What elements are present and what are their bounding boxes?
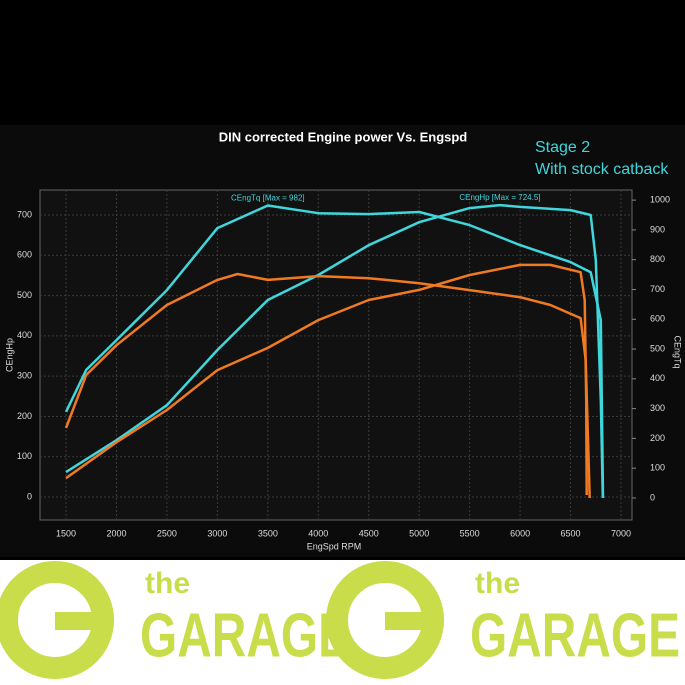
y2-tick-label: 100 (650, 463, 665, 473)
x-tick-label: 4500 (359, 528, 379, 538)
y-tick-label: 400 (17, 330, 32, 340)
series-label: CEngHp [Max = 724.5] (459, 193, 540, 202)
series-line (65, 263, 588, 496)
x-tick-label: 3500 (258, 528, 278, 538)
y2-axis-label: CEngTq (673, 335, 683, 368)
series-line (64, 272, 591, 499)
x-tick-label: 1500 (56, 528, 76, 538)
logo-bar (55, 612, 110, 630)
x-tick-label: 7000 (611, 528, 631, 538)
y2-tick-label: 400 (650, 373, 665, 383)
series-line (64, 204, 605, 499)
logo-big: GARAGE (470, 601, 680, 670)
y2-tick-label: 0 (650, 492, 655, 502)
y2-tick-label: 1000 (650, 195, 670, 205)
y-tick-label: 500 (17, 290, 32, 300)
series-label: CEngTq [Max = 982] (231, 194, 305, 203)
y2-tick-label: 500 (650, 343, 665, 353)
annotation: With stock catback (535, 161, 669, 178)
logo: the GARAGE (326, 561, 680, 679)
logo-small: the (145, 567, 190, 600)
x-tick-label: 6000 (510, 528, 530, 538)
x-axis-label: EngSpd RPM (307, 541, 362, 551)
y2-tick-label: 600 (650, 314, 665, 324)
annotation: Stage 2 (535, 139, 590, 156)
logo-bar (385, 612, 440, 630)
y2-tick-label: 900 (650, 224, 665, 234)
y-tick-label: 100 (17, 451, 32, 461)
logo: the GARAGE (0, 561, 350, 679)
series-line (65, 203, 605, 498)
y2-tick-label: 200 (650, 433, 665, 443)
chart-title: DIN corrected Engine power Vs. Engspd (219, 129, 468, 144)
x-tick-label: 6500 (561, 528, 581, 538)
y-tick-label: 700 (17, 209, 32, 219)
logo-small: the (475, 567, 520, 600)
x-tick-label: 5000 (409, 528, 429, 538)
plot-area (39, 189, 633, 521)
x-tick-label: 3000 (207, 528, 227, 538)
x-tick-label: 5500 (460, 528, 480, 538)
y2-tick-label: 300 (650, 403, 665, 413)
x-tick-label: 2000 (106, 528, 126, 538)
y-tick-label: 300 (17, 371, 32, 381)
x-tick-label: 2500 (157, 528, 177, 538)
y-tick-label: 0 (27, 491, 32, 501)
y-tick-label: 600 (17, 250, 32, 260)
logo-big: GARAGE (140, 601, 350, 670)
y-axis-label: CEngHp (4, 338, 14, 372)
y2-tick-label: 700 (650, 284, 665, 294)
y2-tick-label: 800 (650, 254, 665, 264)
y-tick-label: 200 (17, 411, 32, 421)
x-tick-label: 4000 (308, 528, 328, 538)
